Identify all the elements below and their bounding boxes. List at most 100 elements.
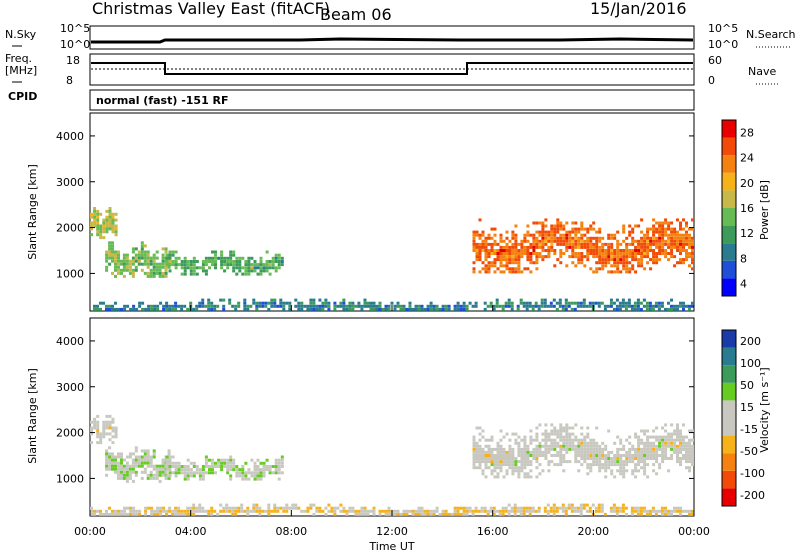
echo-pixel (531, 506, 535, 510)
echo-pixel (595, 239, 599, 243)
echo-pixel (244, 474, 248, 478)
echo-pixel (384, 509, 388, 513)
echo-pixel (108, 224, 112, 228)
echo-pixel (168, 455, 172, 459)
echo-pixel (496, 242, 500, 246)
echo-pixel (105, 268, 109, 272)
echo-pixel (613, 236, 617, 240)
echo-pixel (595, 255, 599, 259)
echo-pixel (498, 512, 502, 516)
echo-pixel (676, 233, 679, 237)
echo-pixel (646, 438, 650, 442)
echo-pixel (125, 256, 129, 260)
echo-pixel (232, 465, 236, 468)
echo-pixel (228, 509, 232, 513)
echo-pixel (544, 218, 548, 222)
echo-pixel (111, 512, 114, 516)
echo-pixel (571, 249, 575, 252)
echo-pixel (152, 455, 156, 459)
echo-pixel (670, 447, 674, 451)
nsky-trace (91, 37, 694, 44)
echo-pixel (621, 503, 625, 507)
echo-pixel (547, 432, 551, 436)
echo-pixel (529, 261, 533, 265)
echo-pixel (511, 252, 515, 255)
echo-pixel (526, 249, 530, 252)
echo-pixel (562, 460, 566, 464)
echo-pixel (487, 267, 491, 271)
echo-pixel (670, 252, 674, 255)
echo-pixel (526, 463, 530, 467)
echo-pixel (640, 258, 644, 262)
echo-pixel (429, 512, 433, 516)
echo-pixel (155, 473, 159, 477)
echo-pixel (244, 471, 248, 475)
echo-pixel (146, 476, 150, 480)
echo-pixel (517, 252, 521, 255)
echo-pixel (561, 304, 565, 308)
echo-pixel (607, 233, 611, 237)
echo-pixel (634, 258, 638, 262)
echo-pixel (211, 471, 214, 475)
echo-pixel (375, 304, 379, 308)
echo-pixel (511, 457, 515, 460)
echo-pixel (128, 473, 132, 477)
echo-pixel (658, 444, 662, 448)
echo-pixel (618, 506, 622, 510)
echo-pixel (523, 460, 527, 464)
echo-pixel (220, 458, 224, 462)
echo-pixel (228, 301, 232, 305)
echo-pixel (111, 227, 115, 231)
echo-pixel (628, 450, 632, 454)
echo-pixel (453, 506, 457, 510)
echo-pixel (682, 233, 685, 237)
echo-pixel (478, 450, 482, 454)
echo-pixel (501, 512, 505, 516)
echo-pixel (535, 261, 539, 265)
echo-pixel (174, 468, 178, 472)
echo-pixel (604, 466, 608, 470)
echo-pixel (246, 512, 250, 516)
echo-pixel (633, 506, 637, 510)
echo-pixel (120, 452, 123, 456)
echo-pixel (538, 221, 542, 225)
echo-pixel (183, 465, 187, 468)
echo-pixel (682, 227, 685, 231)
echo-pixel (511, 261, 515, 265)
echo-pixel (261, 304, 265, 308)
echo-pixel (643, 249, 647, 252)
echo-pixel (402, 512, 406, 516)
echo-pixel (165, 253, 169, 257)
echo-pixel (532, 221, 536, 225)
echo-pixel (247, 477, 251, 481)
echo-pixel (499, 469, 503, 473)
echo-pixel (342, 506, 346, 510)
echo-pixel (159, 509, 163, 513)
echo-pixel (619, 261, 623, 265)
echo-pixel (567, 301, 571, 305)
echo-pixel (664, 509, 667, 513)
echo-pixel (312, 307, 316, 311)
echo-pixel (161, 259, 165, 263)
echo-pixel (660, 301, 664, 305)
echo-pixel (616, 264, 620, 268)
echo-pixel (140, 458, 144, 462)
echo-pixel (660, 304, 664, 308)
echo-pixel (493, 239, 497, 243)
echo-pixel (201, 301, 205, 305)
echo-pixel (357, 304, 361, 308)
echo-pixel (167, 265, 171, 269)
echo-pixel (522, 512, 526, 516)
echo-pixel (685, 447, 688, 451)
echo-pixel (679, 224, 682, 228)
echo-pixel (492, 304, 496, 308)
echo-pixel (303, 304, 307, 308)
echo-pixel (571, 432, 575, 436)
echo-pixel (108, 304, 111, 308)
echo-pixel (505, 261, 509, 265)
echo-pixel (253, 263, 257, 267)
echo-pixel (487, 450, 491, 454)
echo-pixel (568, 255, 572, 259)
echo-pixel (652, 457, 656, 460)
echo-pixel (511, 450, 515, 454)
